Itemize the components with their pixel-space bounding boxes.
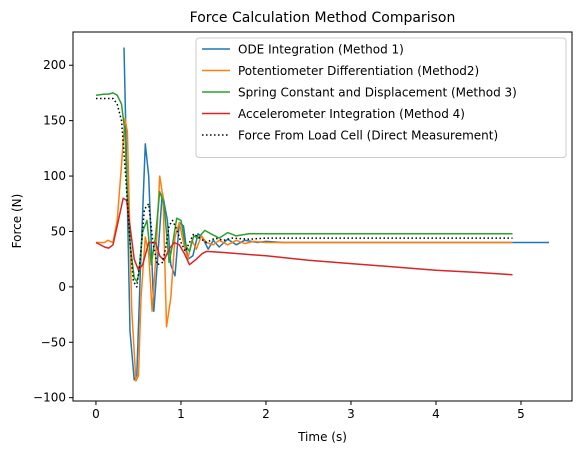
x-tick-label: 2 (262, 407, 270, 421)
legend-label: ODE Integration (Method 1) (238, 43, 404, 57)
legend-label: Potentiometer Differentiation (Method2) (238, 64, 479, 78)
y-tick-label: 50 (51, 224, 66, 238)
legend-label: Force From Load Cell (Direct Measurement… (238, 129, 498, 143)
y-tick-label: 100 (43, 169, 66, 183)
x-tick-label: 5 (517, 407, 525, 421)
y-tick-label: 150 (43, 114, 66, 128)
x-tick-label: 3 (347, 407, 355, 421)
legend-label: Accelerometer Integration (Method 4) (238, 107, 465, 121)
chart-legend: ODE Integration (Method 1) Potentiometer … (196, 38, 566, 158)
x-axis-label: Time (s) (297, 430, 347, 444)
legend-label: Spring Constant and Displacement (Method… (238, 86, 517, 100)
x-tick-label: 1 (177, 407, 185, 421)
y-tick-label: 200 (43, 58, 66, 72)
y-tick-label: −100 (33, 391, 66, 405)
chart-title: Force Calculation Method Comparison (190, 10, 456, 26)
x-tick-label: 0 (92, 407, 100, 421)
x-tick-label: 4 (432, 407, 440, 421)
y-tick-label: 0 (58, 280, 66, 294)
y-tick-label: −50 (41, 335, 66, 349)
y-axis-label: Force (N) (10, 194, 24, 249)
